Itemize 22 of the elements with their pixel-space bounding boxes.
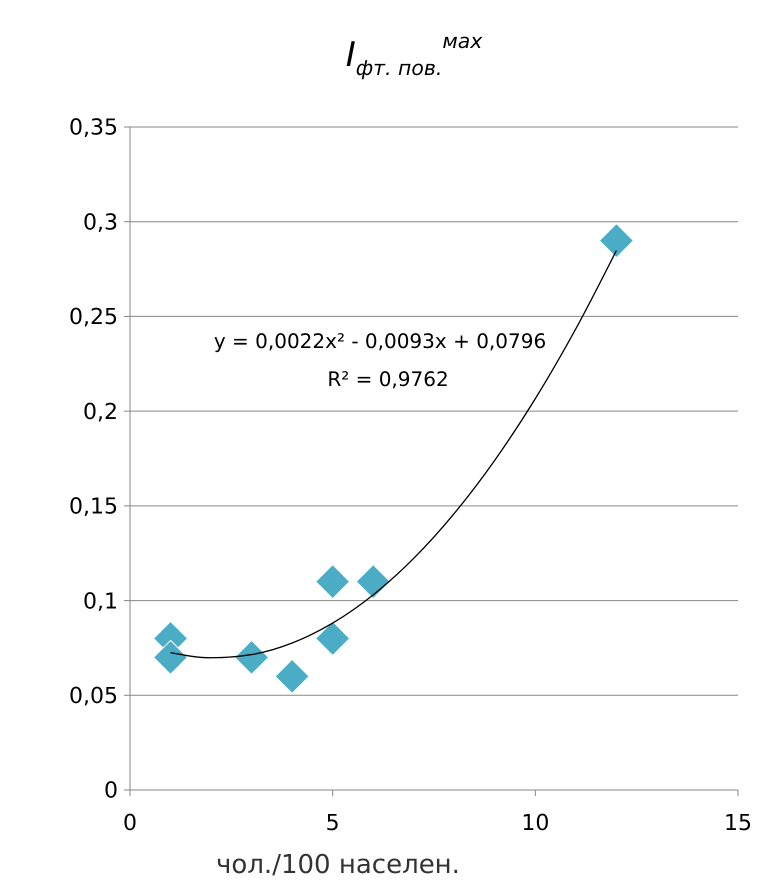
y-tick-label: 0,35 xyxy=(69,116,118,141)
point xyxy=(234,640,270,675)
x-tick-label: 5 xyxy=(326,811,340,836)
y-tick-label: 0,3 xyxy=(83,210,118,236)
point xyxy=(315,564,350,600)
y-tick-label: 0,1 xyxy=(83,589,118,614)
annotation: y = 0,0022x² - 0,0093x + 0,0796 xyxy=(214,329,546,353)
point xyxy=(274,658,310,694)
point xyxy=(153,640,188,675)
y-tick-label: 0,2 xyxy=(83,400,118,425)
y-tick-label: 0,05 xyxy=(69,684,118,709)
x-axis-title: чол./100 населен. xyxy=(216,850,460,880)
point xyxy=(315,620,350,656)
x-tick-label: 10 xyxy=(521,811,550,836)
y-tick-label: 0,15 xyxy=(69,494,118,520)
point xyxy=(356,564,391,600)
point xyxy=(598,223,634,258)
annotation: R² = 0,9762 xyxy=(327,367,449,391)
x-tick-label: 0 xyxy=(123,811,137,836)
x-tick-label: 15 xyxy=(724,811,752,836)
y-tick-label: 0 xyxy=(104,778,118,804)
y-tick-label: 0,25 xyxy=(69,305,118,330)
